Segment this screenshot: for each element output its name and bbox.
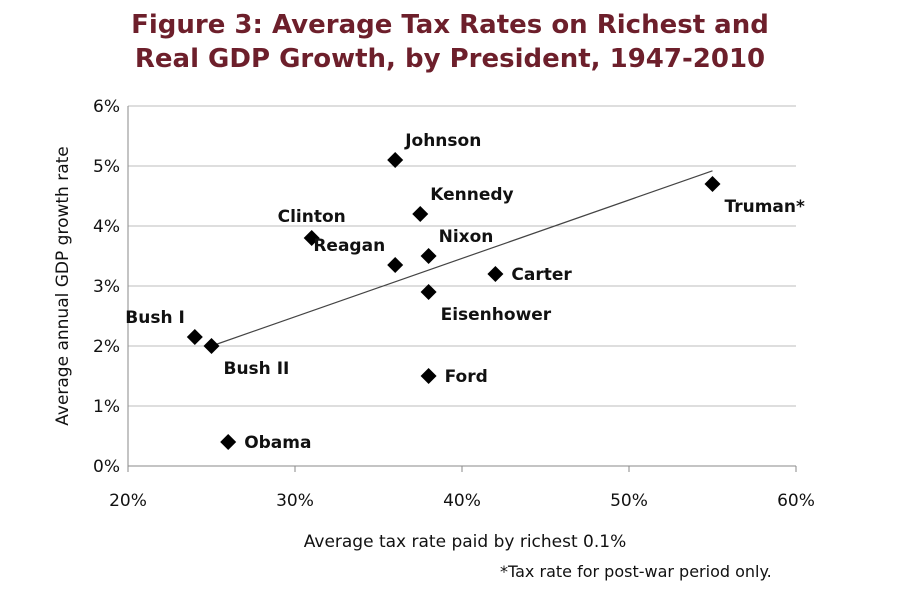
data-point-marker: [220, 434, 237, 450]
data-point-label: Clinton: [278, 207, 346, 227]
data-point-marker: [487, 266, 504, 282]
data-point-label: Bush II: [224, 359, 290, 379]
y-tick-label: 3%: [93, 277, 120, 297]
data-point-marker: [186, 329, 203, 345]
data-point-marker: [412, 206, 429, 222]
x-axis-label: Average tax rate paid by richest 0.1%: [304, 532, 627, 552]
chart-title: Figure 3: Average Tax Rates on Richest a…: [0, 8, 900, 76]
y-tick-label: 5%: [93, 157, 120, 177]
x-tick-label: 50%: [610, 491, 648, 511]
data-point-marker: [387, 257, 404, 273]
x-tick-label: 30%: [276, 491, 314, 511]
data-point-marker: [203, 338, 220, 354]
y-tick-label: 4%: [93, 217, 120, 237]
y-tick-label: 2%: [93, 337, 120, 357]
data-point-marker: [303, 230, 320, 246]
data-point-label: Bush I: [125, 308, 185, 328]
x-tick-label: 20%: [109, 491, 147, 511]
data-point-label: Truman*: [725, 197, 806, 217]
data-point-label: Carter: [511, 265, 572, 285]
data-point-marker: [420, 284, 437, 300]
data-point-label: Obama: [244, 433, 311, 453]
data-point-label: Ford: [445, 367, 488, 387]
chart-title-line-1: Figure 3: Average Tax Rates on Richest a…: [131, 10, 769, 40]
y-tick-label: 0%: [93, 457, 120, 477]
data-point-marker: [387, 152, 404, 168]
y-axis-label: Average annual GDP growth rate: [53, 146, 73, 426]
data-point-label: Reagan: [313, 236, 385, 256]
trend-line: [211, 170, 713, 347]
data-point-label: Kennedy: [430, 185, 513, 205]
data-point-marker: [704, 176, 721, 192]
chart-title-line-2: Real GDP Growth, by President, 1947-2010: [134, 44, 766, 74]
x-tick-label: 40%: [443, 491, 481, 511]
data-point-label: Johnson: [404, 131, 481, 151]
data-point-label: Eisenhower: [441, 305, 552, 325]
data-point-marker: [420, 248, 437, 264]
footnote: *Tax rate for post-war period only.: [500, 562, 772, 581]
x-tick-label: 60%: [777, 491, 815, 511]
y-tick-label: 6%: [93, 97, 120, 117]
data-point-label: Nixon: [439, 227, 494, 247]
y-tick-label: 1%: [93, 397, 120, 417]
data-point-marker: [420, 368, 437, 384]
